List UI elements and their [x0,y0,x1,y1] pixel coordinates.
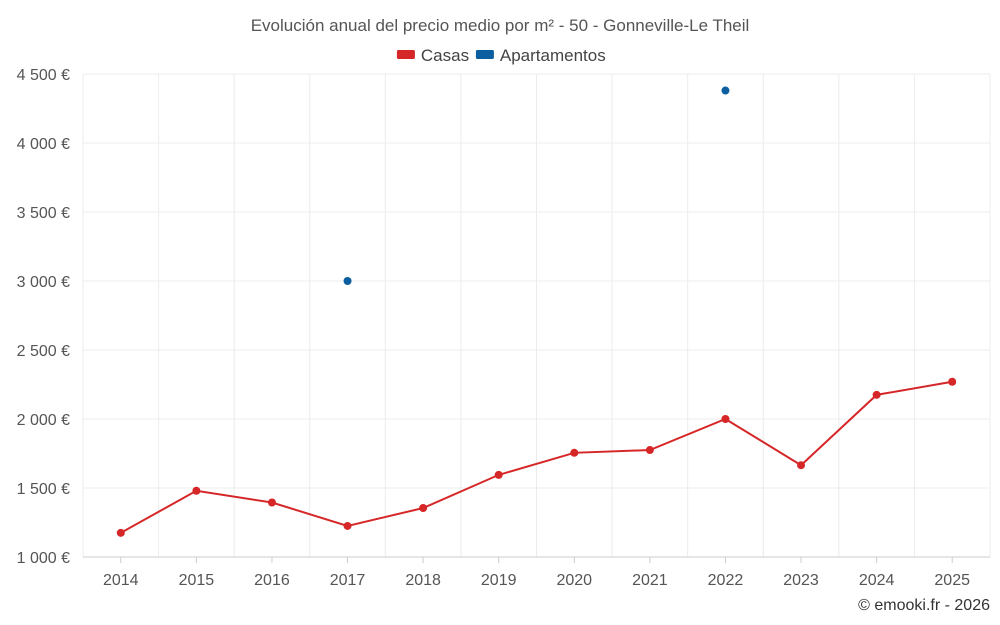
x-tick-label: 2020 [556,572,592,589]
legend-label-apartamentos[interactable]: Apartamentos [500,46,606,65]
data-point-casas[interactable] [192,486,201,495]
series-line-casas [120,380,953,534]
series [116,86,957,537]
x-tick-label: 2019 [481,572,517,589]
y-tick-label: 4 500 € [17,67,70,84]
data-point-apartamentos[interactable] [721,86,730,95]
x-tick-label: 2023 [783,572,819,589]
legend: Casas Apartamentos [396,46,606,65]
y-tick-label: 1 000 € [17,550,70,567]
data-point-casas[interactable] [645,446,654,455]
legend-swatch-casas[interactable] [396,50,415,59]
data-point-casas[interactable] [797,461,806,470]
y-tick-label: 4 000 € [17,136,70,153]
axes: 1 000 € 1 500 € 2 000 € 2 500 € 3 000 € 3 500… [17,67,990,589]
data-point-casas[interactable] [948,377,957,386]
x-tick-label: 2024 [859,572,895,589]
y-tick-label: 3 000 € [17,274,70,291]
data-point-casas[interactable] [267,498,276,507]
y-tick-label: 2 000 € [17,412,70,429]
x-tick-label: 2016 [254,572,290,589]
data-point-apartamentos[interactable] [343,277,352,285]
data-point-casas[interactable] [721,415,730,423]
x-tick-label: 2025 [934,572,970,589]
data-point-casas[interactable] [494,470,503,479]
credit-text: © emooki.fr - 2026 [858,597,990,614]
x-tick-label: 2017 [330,572,366,589]
data-point-casas[interactable] [872,390,881,399]
legend-label-casas[interactable]: Casas [421,46,469,65]
y-tick-label: 2 500 € [17,343,70,360]
data-point-casas[interactable] [116,528,125,537]
chart-title: Evolución anual del precio medio por m² … [251,16,750,35]
y-tick-label: 1 500 € [17,481,70,498]
data-point-casas[interactable] [343,521,352,530]
legend-swatch-apartamentos[interactable] [475,50,494,59]
grid-lines [82,73,991,557]
x-tick-label: 2014 [103,572,139,589]
x-tick-label: 2018 [405,572,441,589]
data-point-casas[interactable] [570,448,579,457]
x-tick-label: 2021 [632,572,668,589]
x-tick-label: 2022 [708,572,744,589]
x-tick-label: 2015 [179,572,215,589]
data-point-casas[interactable] [419,504,428,513]
y-tick-label: 3 500 € [17,205,70,222]
